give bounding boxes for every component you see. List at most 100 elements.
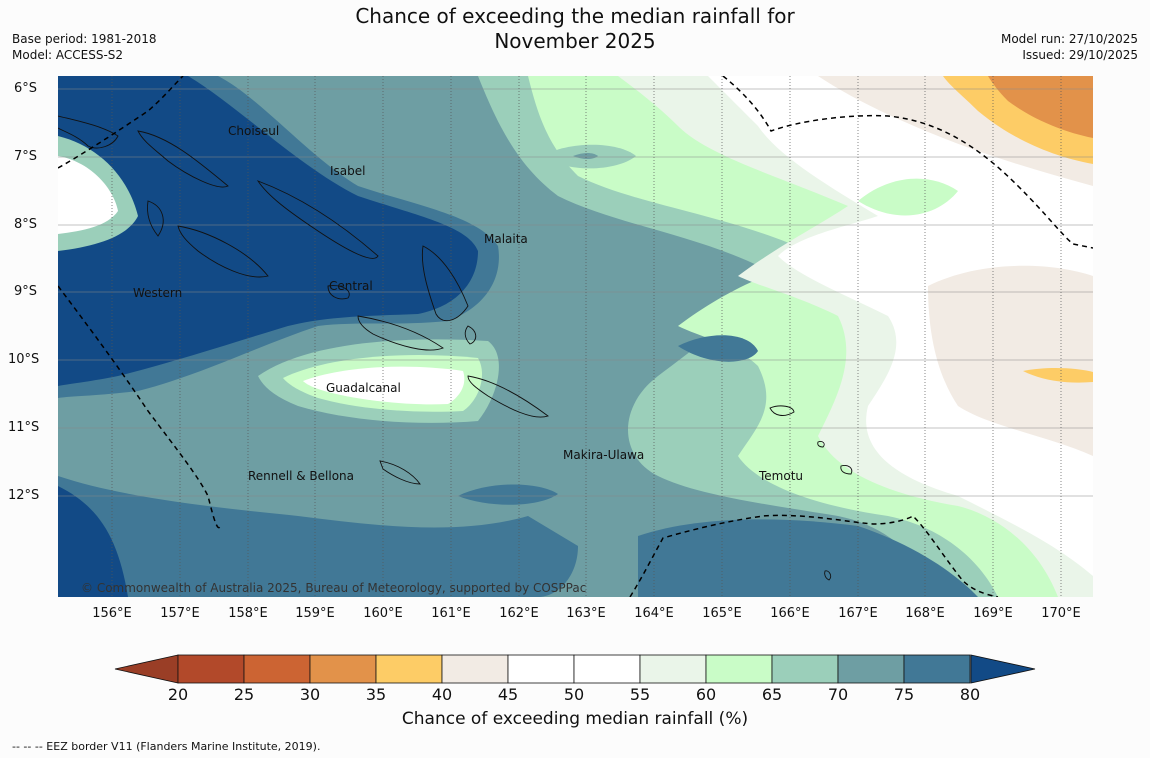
colorbar-under-arrow xyxy=(114,654,179,684)
eez-footnote: -- -- -- EEZ border V11 (Flanders Marine… xyxy=(12,740,321,753)
label-temotu: Temotu xyxy=(758,469,803,483)
colorbar-tick-25: 25 xyxy=(233,685,255,704)
eez-border-northeast xyxy=(722,76,1093,249)
bougainville-coast xyxy=(58,115,119,149)
colorbar-bin-60-65 xyxy=(705,654,773,684)
graticule xyxy=(58,88,1093,497)
lat-label-9s: 9°S xyxy=(14,284,38,299)
colorbar-tick-40: 40 xyxy=(431,685,453,704)
vanikoro-coast xyxy=(824,570,832,581)
colorbar-tick-35: 35 xyxy=(365,685,387,704)
contour-50-guad xyxy=(303,366,465,405)
model-run: Model run: 27/10/2025 xyxy=(1000,32,1138,46)
temotu-islet-coast xyxy=(840,465,853,475)
contour-65-blob xyxy=(858,178,958,216)
lon-label-167e: 167°E xyxy=(838,606,878,621)
lon-label-159e: 159°E xyxy=(295,606,335,621)
lon-label-162e: 162°E xyxy=(499,606,539,621)
base-period: Base period: 1981-2018 xyxy=(12,32,157,46)
colorbar-tick-45: 45 xyxy=(497,685,519,704)
colorbar-tick-80: 80 xyxy=(959,685,981,704)
rainfall-contours: Choiseul Isabel Malaita Western Central … xyxy=(58,76,1093,597)
colorbar-tick-60: 60 xyxy=(695,685,717,704)
eez-border xyxy=(58,76,1093,597)
lon-label-158e: 158°E xyxy=(228,606,268,621)
label-rennell-bellona: Rennell & Bellona xyxy=(248,469,354,483)
lon-label-168e: 168°E xyxy=(905,606,945,621)
contour-45-east xyxy=(928,265,1093,456)
lon-label-165e: 165°E xyxy=(702,606,742,621)
vella-lavella-coast xyxy=(147,200,164,237)
colorbar-bin-55-60 xyxy=(639,654,707,684)
lon-label-170e: 170°E xyxy=(1041,606,1081,621)
choiseul-coast xyxy=(137,130,229,188)
malaita-coast xyxy=(421,245,469,322)
lon-label-161e: 161°E xyxy=(431,606,471,621)
lat-label-12s: 12°S xyxy=(8,488,40,503)
lon-label-156e: 156°E xyxy=(92,606,132,621)
colorbar-bin-35-40 xyxy=(375,654,443,684)
label-malaita: Malaita xyxy=(484,232,528,246)
lon-label-166e: 166°E xyxy=(770,606,810,621)
colorbar-bin-40-45 xyxy=(441,654,509,684)
map-title: Chance of exceeding the median rainfall … xyxy=(300,4,850,54)
colorbar-bin-25-30 xyxy=(243,654,311,684)
colorbar-tick-50: 50 xyxy=(563,685,585,704)
issued-date: Issued: 29/10/2025 xyxy=(1022,48,1138,62)
lon-label-160e: 160°E xyxy=(363,606,403,621)
contour-35-east xyxy=(1023,368,1093,383)
title-line-1: Chance of exceeding the median rainfall … xyxy=(355,4,795,28)
colorbar-bin-30-35 xyxy=(309,654,377,684)
colorbar-tick-70: 70 xyxy=(827,685,849,704)
rainfall-map: Choiseul Isabel Malaita Western Central … xyxy=(58,76,1093,597)
lat-label-8s: 8°S xyxy=(14,217,38,232)
colorbar-bin-70-75 xyxy=(837,654,905,684)
makira-coast xyxy=(467,375,549,418)
eez-border-southeast xyxy=(629,514,999,597)
model-info: Base period: 1981-2018 Model: ACCESS-S2 xyxy=(12,31,157,63)
temotu-islet2-coast xyxy=(817,441,825,448)
contour-80-west xyxy=(58,76,478,386)
colorbar-bin-75-80 xyxy=(903,654,971,684)
lat-label-10s: 10°S xyxy=(8,352,40,367)
colorbar-tick-30: 30 xyxy=(299,685,321,704)
lon-label-164e: 164°E xyxy=(634,606,674,621)
colorbar-label: Chance of exceeding median rainfall (%) xyxy=(401,709,749,729)
colorbar-bin-50-55 xyxy=(573,654,641,684)
title-line-2: November 2025 xyxy=(494,29,656,53)
label-isabel: Isabel xyxy=(330,164,365,178)
colorbar-tick-20: 20 xyxy=(167,685,189,704)
new-georgia-coast xyxy=(177,225,269,278)
colorbar-tick-55: 55 xyxy=(629,685,651,704)
lon-label-163e: 163°E xyxy=(566,606,606,621)
label-central: Central xyxy=(329,279,373,293)
colorbar-tick-75: 75 xyxy=(893,685,915,704)
guadalcanal-coast xyxy=(357,315,444,351)
contour-75-south xyxy=(638,519,978,597)
contour-75-sw xyxy=(58,476,578,597)
lat-label-7s: 7°S xyxy=(14,149,38,164)
colorbar-tick-65: 65 xyxy=(761,685,783,704)
colorbar-bin-20-25 xyxy=(177,654,245,684)
contour-80-sw xyxy=(58,486,128,597)
santa-cruz-coast xyxy=(769,405,795,416)
colorbar-bin-65-70 xyxy=(771,654,839,684)
lon-label-169e: 169°E xyxy=(973,606,1013,621)
contour-50 xyxy=(708,76,1093,576)
model-name: Model: ACCESS-S2 xyxy=(12,48,124,62)
lat-label-11s: 11°S xyxy=(8,420,40,435)
lon-label-157e: 157°E xyxy=(160,606,200,621)
contour-75-blob2 xyxy=(458,484,558,505)
run-info: Model run: 27/10/2025 Issued: 29/10/2025 xyxy=(1001,31,1138,63)
eez-border-northwest xyxy=(58,76,184,169)
label-choiseul: Choiseul xyxy=(228,124,279,138)
contour-30-ne xyxy=(988,76,1093,138)
contour-50-nw xyxy=(58,156,118,234)
lat-label-6s: 6°S xyxy=(14,81,38,96)
small-malaita-coast xyxy=(464,325,477,345)
colorbar-over-arrow xyxy=(970,654,1036,684)
label-makira-ulawa: Makira-Ulawa xyxy=(563,448,644,462)
rennell-coast xyxy=(379,460,421,485)
colorbar-bins xyxy=(177,654,971,684)
colorbar-bin-45-50 xyxy=(507,654,575,684)
